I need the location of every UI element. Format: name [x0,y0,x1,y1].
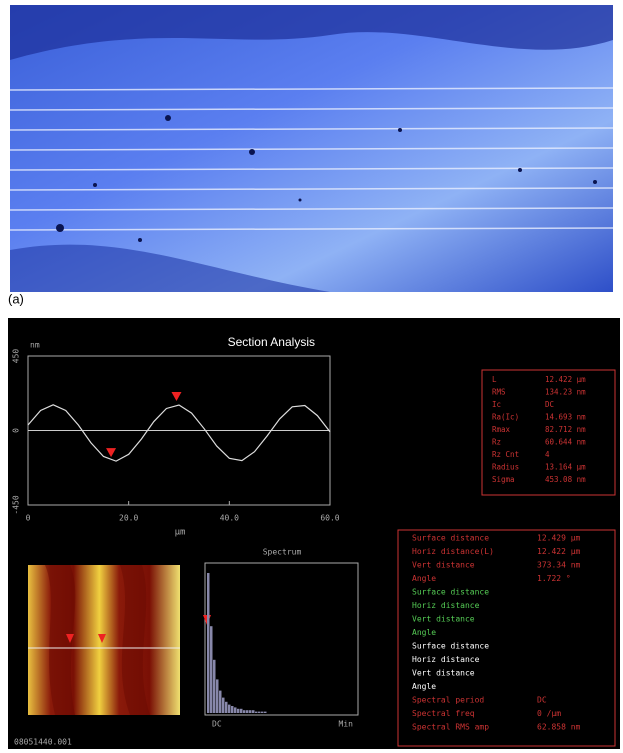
stat-label: Rz Cnt [492,450,519,459]
stat-label: Ra(Ic) [492,413,519,422]
spectrum-bar [237,708,240,713]
spectrum-bar [213,659,216,713]
profile-line [27,404,331,462]
measure-label: Horiz distance [412,601,480,610]
stat-label: Rz [492,438,501,447]
stat-value: 453.08 nm [545,475,586,484]
stat-value: 13.164 µm [545,463,586,472]
image-markers [66,634,106,643]
spectrum-bar [249,710,252,713]
spectrum-bar [228,704,231,713]
stats-frame [481,369,616,496]
stat-value: DC [545,400,554,409]
spectrum-bar [219,690,222,713]
spectrum-bar [210,626,213,713]
measure-label: Angle [412,682,436,691]
measure-label: Vert distance [412,615,475,624]
measure-label: Spectral RMS amp [412,723,489,732]
measure-value: DC [537,696,547,705]
stat-value: 14.693 nm [545,413,586,422]
photo-shade [10,244,330,292]
cursor-marker [106,448,117,458]
spectrum-bar [255,711,258,713]
measure-value: 1.722 ° [537,574,571,583]
measure-value: 373.34 nm [537,561,581,570]
measure-value: 62.858 nm [537,723,581,732]
spectrum-bar [222,697,225,713]
spectrum-bar [252,710,255,713]
spectrum-start: DC [212,720,222,729]
spectrum-bar [234,707,237,713]
spectrum-bar [231,706,234,713]
image-stripe [120,565,150,715]
measure-label: Vert distance [412,561,475,570]
spectrum-bar [264,711,267,713]
spectrum-bar [246,710,249,713]
measure-label: Surface distance [412,588,489,597]
measure-label: Spectral freq [412,709,475,718]
measure-label: Horiz distance [412,655,480,664]
cursor-marker [171,392,182,402]
file-name: 08051440.001 [14,738,72,747]
spectrum-bar [207,573,210,713]
panel-label: (a) [8,291,24,306]
x-tick-label: 40.0 [220,514,239,523]
spectrum-bar [261,711,264,713]
spectrum-bar [216,679,219,713]
stat-value: 12.422 µm [545,375,586,384]
measure-value: 0 /µm [537,709,561,718]
stat-label: Ic [492,400,501,409]
spectrum-bar [258,711,261,713]
stat-value: 82.712 nm [545,425,586,434]
x-tick-label: 0 [26,514,31,523]
measure-label: Angle [412,574,436,583]
photo-specks [56,115,597,242]
stat-value: 4 [545,450,550,459]
image-stripe [45,565,76,715]
stat-label: L [492,375,497,384]
x-tick-label: 60.0 [320,514,339,523]
measure-label: Surface distance [412,534,489,543]
spectrum-frame [204,562,359,716]
spectrum-title: Spectrum [263,548,302,557]
measure-label: Angle [412,628,436,637]
x-tick-label: 20.0 [119,514,138,523]
measure-frame [397,529,616,747]
stat-label: Sigma [492,475,515,484]
spectrum-end: Min [339,720,354,729]
measure-value: 12.422 µm [537,547,581,556]
measure-label: Horiz distance(L) [412,547,494,556]
y-tick-label: -450 [12,495,21,514]
stat-label: RMS [492,388,506,397]
stat-value: 60.644 nm [545,438,586,447]
measure-label: Surface distance [412,642,489,651]
photo-shade [10,5,613,60]
y-tick-label: 0 [12,428,21,433]
spectrum-bar [243,710,246,713]
spectrum-bar [240,708,243,713]
measure-value: 12.429 µm [537,534,581,543]
photo-lines [9,87,614,231]
spectrum-bar [225,701,228,713]
y-unit: nm [30,341,40,350]
x-label: µm [175,528,186,538]
plot-title: Section Analysis [228,335,315,349]
stat-label: Rmax [492,425,511,434]
stat-value: 134.23 nm [545,388,586,397]
measure-label: Vert distance [412,669,475,678]
measure-label: Spectral period [412,696,484,705]
y-tick-label: 450 [12,349,21,364]
stat-label: Radius [492,463,519,472]
